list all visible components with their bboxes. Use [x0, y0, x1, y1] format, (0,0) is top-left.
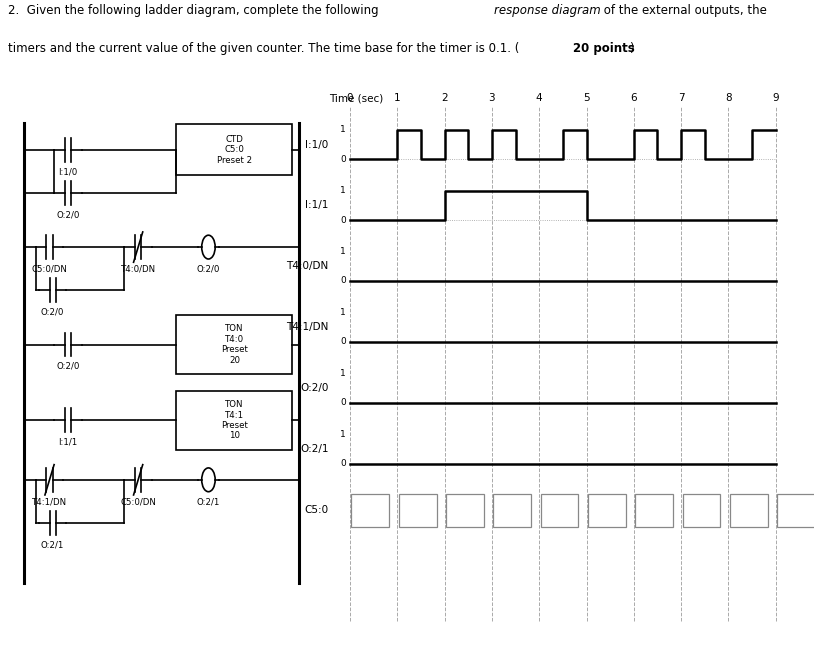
Text: I:1/1: I:1/1: [306, 200, 329, 211]
Text: T4:0/DN: T4:0/DN: [287, 261, 329, 271]
Bar: [635, 494, 673, 527]
Text: I:1/0: I:1/0: [306, 140, 329, 149]
Text: CTD
C5:0
Preset 2: CTD C5:0 Preset 2: [217, 135, 252, 164]
Bar: [177, 391, 292, 450]
Bar: [540, 494, 578, 527]
Text: 2.  Given the following ladder diagram, complete the following: 2. Given the following ladder diagram, c…: [8, 5, 382, 17]
Text: I:1/0: I:1/0: [58, 167, 78, 176]
Text: O:2/0: O:2/0: [56, 362, 79, 371]
Text: 7: 7: [678, 93, 685, 103]
Text: O:2/0: O:2/0: [301, 383, 329, 393]
Text: O:2/1: O:2/1: [41, 541, 64, 550]
Text: C5:0/DN: C5:0/DN: [31, 265, 68, 273]
Text: of the external outputs, the: of the external outputs, the: [600, 5, 767, 17]
Text: I:1/1: I:1/1: [58, 437, 78, 447]
Text: 2: 2: [441, 93, 448, 103]
Text: T4:1/DN: T4:1/DN: [287, 322, 329, 332]
Bar: [351, 494, 389, 527]
Text: TON
T4:1
Preset
10: TON T4:1 Preset 10: [221, 400, 248, 440]
Text: 1: 1: [340, 369, 346, 378]
Bar: [588, 494, 626, 527]
Text: 0: 0: [340, 337, 346, 346]
Bar: [399, 494, 436, 527]
Text: TON
T4:0
Preset
20: TON T4:0 Preset 20: [221, 325, 248, 364]
Text: 1: 1: [340, 186, 346, 195]
Text: C5:0: C5:0: [305, 505, 329, 515]
Text: 20 points: 20 points: [573, 42, 635, 55]
Text: ): ): [629, 42, 634, 55]
Bar: [730, 494, 767, 527]
Bar: [777, 494, 815, 527]
Text: 1: 1: [340, 247, 346, 256]
Text: C5:0/DN: C5:0/DN: [121, 497, 156, 506]
Text: 8: 8: [725, 93, 732, 103]
Text: O:2/0: O:2/0: [56, 211, 79, 219]
Bar: [177, 315, 292, 374]
Text: O:2/1: O:2/1: [300, 444, 329, 454]
Text: 1: 1: [394, 93, 401, 103]
Text: 0: 0: [340, 459, 346, 468]
Text: O:2/0: O:2/0: [41, 308, 64, 317]
Text: 4: 4: [536, 93, 543, 103]
Bar: [177, 124, 292, 175]
Text: O:2/1: O:2/1: [197, 497, 220, 506]
Text: 0: 0: [340, 398, 346, 408]
Text: 5: 5: [583, 93, 590, 103]
Text: 1: 1: [340, 125, 346, 134]
Bar: [682, 494, 720, 527]
Bar: [446, 494, 484, 527]
Text: Time (sec): Time (sec): [329, 93, 383, 103]
Text: 0: 0: [347, 93, 354, 103]
Text: timers and the current value of the given counter. The time base for the timer i: timers and the current value of the give…: [8, 42, 520, 55]
Text: response diagram: response diagram: [494, 5, 601, 17]
Text: 6: 6: [630, 93, 637, 103]
Text: O:2/0: O:2/0: [197, 265, 220, 273]
Text: 1: 1: [340, 308, 346, 317]
Text: 3: 3: [488, 93, 495, 103]
Bar: [493, 494, 531, 527]
Text: T4:1/DN: T4:1/DN: [32, 497, 67, 506]
Text: 0: 0: [340, 276, 346, 286]
Text: T4:0/DN: T4:0/DN: [121, 265, 156, 273]
Text: 9: 9: [772, 93, 779, 103]
Text: 0: 0: [340, 155, 346, 164]
Text: 1: 1: [340, 430, 346, 439]
Text: 0: 0: [340, 216, 346, 224]
